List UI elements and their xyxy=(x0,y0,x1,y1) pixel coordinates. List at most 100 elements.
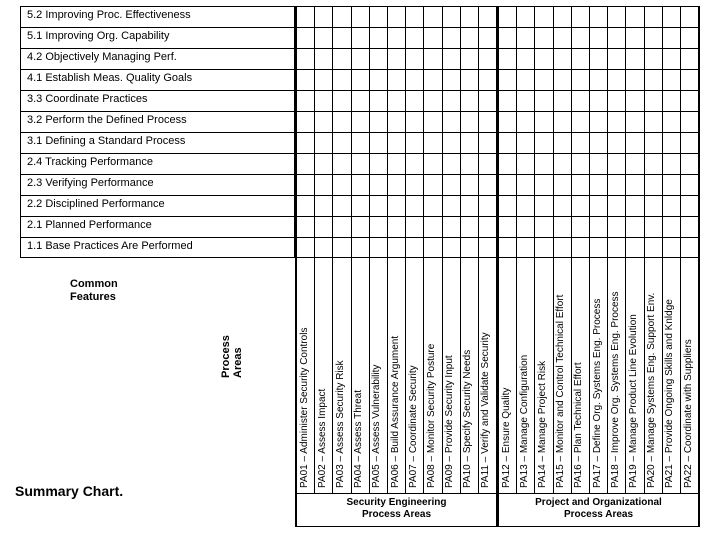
matrix-cell xyxy=(497,237,517,258)
matrix-cell xyxy=(535,27,553,48)
column-label-text: PA17 – Define Org. Systems Eng. Process xyxy=(593,299,603,488)
row-label: 2.4 Tracking Performance xyxy=(20,153,295,174)
matrix-cell xyxy=(517,48,535,69)
matrix-row: 1.1 Base Practices Are Performed xyxy=(20,237,700,258)
matrix-cell xyxy=(663,90,681,111)
matrix-cell xyxy=(479,27,497,48)
matrix-cell xyxy=(352,69,370,90)
matrix-cell xyxy=(645,132,663,153)
column-label-text: PA13 – Manage Configuration xyxy=(520,355,530,488)
matrix-cell xyxy=(608,132,626,153)
matrix-cell xyxy=(497,132,517,153)
x-axis-label: ProcessAreas xyxy=(220,335,244,378)
matrix-cell xyxy=(479,174,497,195)
column-label: PA18 – Improve Org. Systems Eng. Process xyxy=(608,258,626,493)
matrix-cell xyxy=(424,48,442,69)
matrix-cell xyxy=(663,195,681,216)
matrix-cell xyxy=(608,195,626,216)
matrix-cell xyxy=(497,174,517,195)
matrix-cell xyxy=(479,237,497,258)
matrix-cell xyxy=(608,111,626,132)
matrix-cell xyxy=(590,153,608,174)
matrix-cell xyxy=(370,153,388,174)
column-label-text: PA10 – Specify Security Needs xyxy=(463,350,473,488)
row-label: 3.1 Defining a Standard Process xyxy=(20,132,295,153)
matrix-cell xyxy=(315,90,333,111)
matrix-cell xyxy=(590,48,608,69)
matrix-cell xyxy=(352,111,370,132)
matrix-cell xyxy=(554,6,572,27)
matrix-cell xyxy=(370,69,388,90)
matrix-cell xyxy=(406,69,424,90)
row-label: 4.1 Establish Meas. Quality Goals xyxy=(20,69,295,90)
matrix-cell xyxy=(554,90,572,111)
matrix-row: 4.2 Objectively Managing Perf. xyxy=(20,48,700,69)
matrix-cell xyxy=(554,132,572,153)
matrix-cell xyxy=(517,153,535,174)
column-label: PA11 – Verify and Validate Security xyxy=(479,258,497,493)
matrix-cell xyxy=(370,237,388,258)
row-label: 5.2 Improving Proc. Effectiveness xyxy=(20,6,295,27)
matrix-cell xyxy=(443,153,461,174)
matrix-cell xyxy=(333,111,351,132)
matrix-cell xyxy=(572,195,590,216)
matrix-cell xyxy=(645,6,663,27)
matrix-cell xyxy=(626,48,644,69)
matrix-cell xyxy=(554,195,572,216)
matrix-cell xyxy=(681,237,700,258)
matrix-cell xyxy=(535,153,553,174)
matrix-cell xyxy=(406,237,424,258)
matrix-cell xyxy=(388,237,406,258)
matrix-cell xyxy=(295,6,315,27)
matrix-cell xyxy=(406,195,424,216)
matrix-cell xyxy=(572,153,590,174)
matrix-cell xyxy=(645,27,663,48)
matrix-cell xyxy=(315,195,333,216)
matrix-cell xyxy=(388,174,406,195)
matrix-row: 3.3 Coordinate Practices xyxy=(20,90,700,111)
matrix-cell xyxy=(424,174,442,195)
matrix-cell xyxy=(572,48,590,69)
matrix-row: 2.1 Planned Performance xyxy=(20,216,700,237)
matrix-cell xyxy=(479,132,497,153)
matrix-cell xyxy=(497,27,517,48)
column-label: PA04 – Assess Threat xyxy=(352,258,370,493)
column-label-text: PA16 – Plan Technical Effort xyxy=(574,362,584,488)
matrix-cell xyxy=(535,174,553,195)
column-group-footers: Security EngineeringProcess AreasProject… xyxy=(295,493,700,527)
matrix-cell xyxy=(406,90,424,111)
matrix-cell xyxy=(517,132,535,153)
matrix-cell xyxy=(443,216,461,237)
matrix-cell xyxy=(315,48,333,69)
matrix-cell xyxy=(517,195,535,216)
column-label: PA17 – Define Org. Systems Eng. Process xyxy=(590,258,608,493)
matrix-cell xyxy=(370,90,388,111)
matrix-cell xyxy=(572,69,590,90)
matrix-cell xyxy=(406,27,424,48)
row-label: 1.1 Base Practices Are Performed xyxy=(20,237,295,258)
y-axis-label: CommonFeatures xyxy=(70,278,118,304)
matrix-cell xyxy=(370,132,388,153)
column-label-text: PA22 – Coordinate with Suppliers xyxy=(684,339,694,488)
matrix-cell xyxy=(333,90,351,111)
matrix-cell xyxy=(663,237,681,258)
matrix-cell xyxy=(608,6,626,27)
matrix-cell xyxy=(388,153,406,174)
matrix-cell xyxy=(479,195,497,216)
matrix-cell xyxy=(352,48,370,69)
matrix-cell xyxy=(424,237,442,258)
column-label: PA05 – Assess Vulnerability xyxy=(370,258,388,493)
matrix-cell xyxy=(681,48,700,69)
matrix-cell xyxy=(590,111,608,132)
matrix-cell xyxy=(572,174,590,195)
matrix-row: 2.2 Disciplined Performance xyxy=(20,195,700,216)
column-label: PA13 – Manage Configuration xyxy=(517,258,535,493)
matrix-cell xyxy=(626,153,644,174)
matrix-cell xyxy=(590,90,608,111)
matrix-cell xyxy=(443,237,461,258)
matrix-cell xyxy=(645,48,663,69)
matrix-cell xyxy=(333,153,351,174)
matrix-cell xyxy=(626,132,644,153)
matrix-cell xyxy=(295,69,315,90)
matrix-cell xyxy=(295,153,315,174)
